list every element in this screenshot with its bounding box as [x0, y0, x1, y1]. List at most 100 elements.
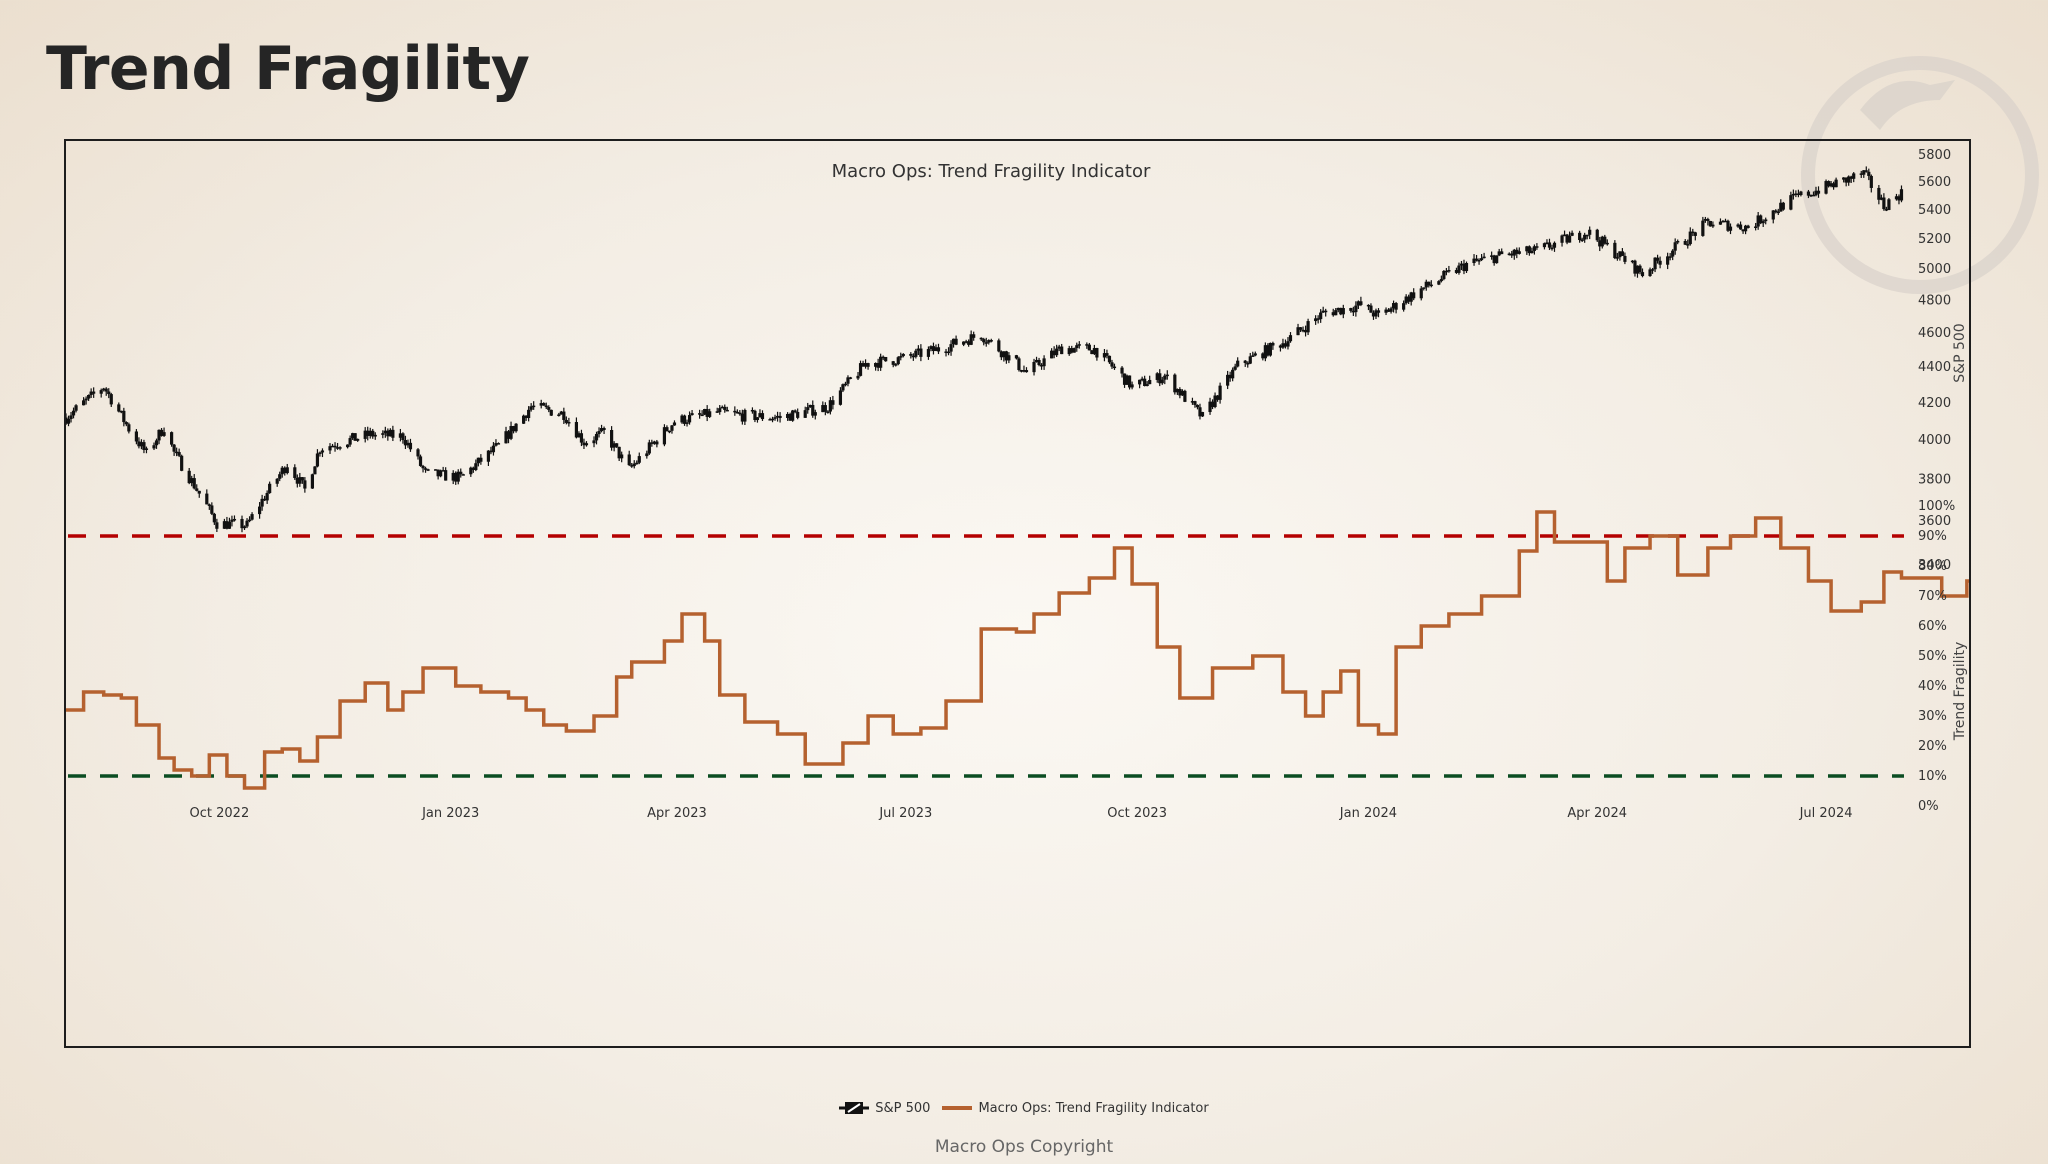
price-candle [328, 446, 332, 451]
price-candle [335, 447, 340, 449]
price-candle [144, 448, 149, 450]
fragility-axis-tick-label: 20% [1918, 739, 1947, 754]
price-candle [1776, 211, 1780, 214]
price-candle [1615, 257, 1619, 259]
price-candle [896, 357, 900, 365]
price-candle [1339, 307, 1343, 315]
price-candle [982, 339, 986, 343]
price-candle [1588, 229, 1592, 235]
legend-item-sp500[interactable]: S&P 500 [839, 1100, 930, 1116]
price-candle [1497, 251, 1501, 256]
price-candle [1412, 292, 1416, 299]
price-candle [1110, 362, 1114, 367]
price-candle [743, 409, 747, 422]
price-candle [283, 467, 287, 474]
price-candle [1263, 345, 1267, 359]
fragility-axis-tick-label: 30% [1918, 709, 1947, 724]
price-candle [280, 467, 284, 475]
price-candle [1050, 350, 1054, 359]
price-candle [1286, 341, 1290, 347]
price-candle [567, 422, 571, 424]
price-candle [104, 388, 108, 392]
price-candle [690, 413, 694, 416]
price-candle [1826, 181, 1831, 187]
price-candle [1442, 270, 1446, 280]
price-candle [1271, 342, 1275, 346]
fragility-axis-tick-label: 100% [1918, 499, 1955, 514]
price-candle [703, 409, 707, 415]
legend-item-trend-fragility[interactable]: Macro Ops: Trend Fragility Indicator [942, 1100, 1209, 1116]
price-candle [242, 526, 247, 529]
price-candle [775, 415, 780, 418]
price-candle [426, 469, 430, 471]
price-candle [1479, 258, 1484, 261]
price-candle [346, 444, 350, 448]
price-candle [1852, 173, 1856, 179]
price-candle [494, 443, 498, 446]
price-candle [1686, 244, 1690, 246]
price-candle [1774, 210, 1778, 212]
price-candle [1248, 356, 1252, 364]
price-candle [735, 411, 739, 414]
price-candle [1143, 378, 1147, 387]
price-candle [1500, 251, 1504, 255]
price-candle [1087, 344, 1091, 351]
price-candle [564, 419, 568, 423]
x-axis-tick-label: Apr 2024 [1567, 806, 1627, 821]
price-candle [509, 426, 513, 439]
price-candle [612, 443, 616, 448]
price-candle [1771, 210, 1775, 220]
price-candle [522, 415, 526, 424]
price-candle [808, 404, 812, 408]
price-candle [496, 443, 501, 445]
price-candle [1583, 234, 1587, 240]
price-candle [1718, 221, 1723, 225]
price-candle [451, 472, 455, 481]
candlestick-swatch-icon [839, 1102, 870, 1114]
price-candle [1409, 292, 1413, 302]
price-candle [489, 450, 493, 453]
price-candle [1402, 303, 1406, 310]
price-candle [811, 404, 815, 416]
x-axis-tick-label: Oct 2023 [1107, 806, 1167, 821]
price-candle [436, 469, 440, 477]
price-candle [1736, 224, 1740, 227]
price-candle [1125, 375, 1129, 385]
price-candle [1691, 231, 1695, 234]
price-candle [1653, 257, 1657, 270]
price-candle [1424, 281, 1428, 288]
price-candle [768, 419, 772, 421]
price-candle [1842, 177, 1846, 180]
price-candle [1829, 183, 1833, 187]
price-candle [348, 438, 352, 445]
price-candle [1728, 226, 1733, 231]
price-candle [1439, 279, 1443, 282]
price-candle [318, 452, 322, 454]
price-candle [1580, 239, 1584, 242]
price-candle [723, 406, 727, 410]
price-candle [1867, 171, 1871, 176]
price-candle [1618, 251, 1622, 258]
price-candle [1746, 225, 1750, 229]
price-axis-tick-label: 5400 [1918, 203, 1951, 218]
price-candle [1075, 345, 1079, 349]
price-candle [1507, 253, 1511, 256]
fragility-axis-tick-label: 10% [1918, 769, 1947, 784]
price-candle [1781, 202, 1785, 210]
price-candle [929, 346, 933, 350]
price-candle [1882, 197, 1886, 210]
price-candle [1683, 241, 1687, 245]
price-candle [1359, 301, 1363, 305]
price-candle [1213, 395, 1217, 408]
price-candle [1884, 209, 1888, 211]
trend-fragility-chart: Macro Ops: Trend Fragility Indicator 340… [66, 148, 1969, 821]
price-candle [82, 400, 86, 406]
price-candle [1231, 369, 1235, 379]
price-candle [1215, 395, 1220, 400]
price-candle [1756, 215, 1760, 227]
price-candle [1085, 344, 1089, 346]
price-candle [574, 422, 579, 438]
price-candle [667, 430, 672, 433]
price-candle [687, 415, 692, 423]
price-candle [441, 470, 445, 472]
